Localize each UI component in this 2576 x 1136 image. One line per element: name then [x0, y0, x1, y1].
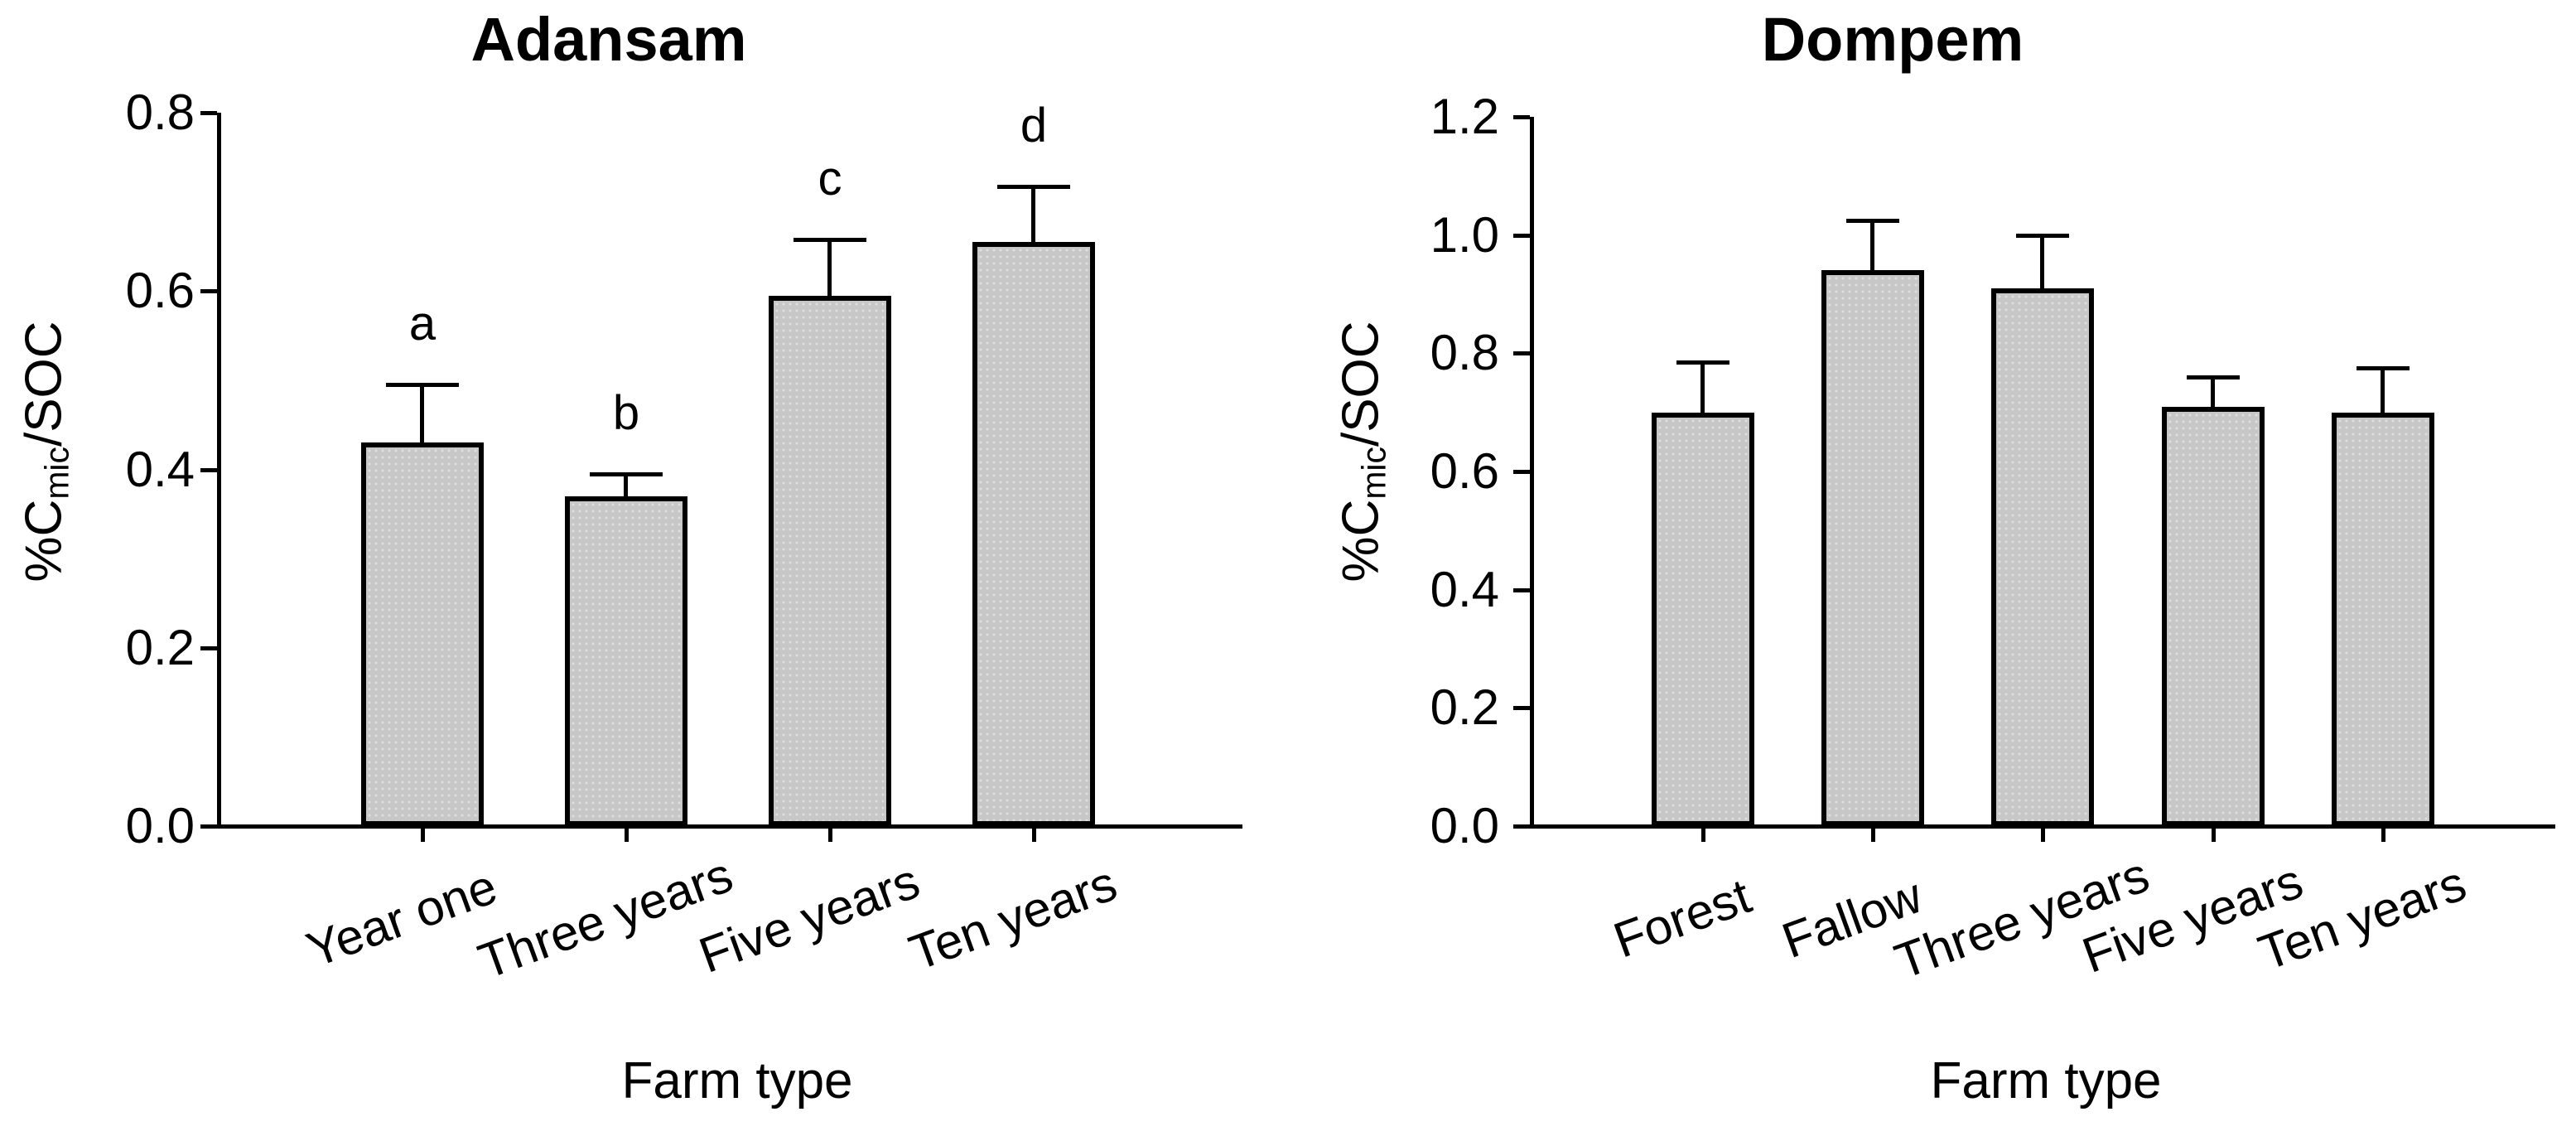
bar-three-years — [565, 495, 687, 826]
significance-letter: d — [1020, 99, 1048, 153]
y-tick-mark — [1513, 706, 1530, 711]
y-tick-label: 0.6 — [125, 263, 195, 319]
x-tick-label: Ten years — [902, 855, 1124, 981]
y-axis-line — [217, 113, 221, 826]
y-tick-label: 0.6 — [1430, 443, 1499, 499]
significance-letter: b — [612, 385, 640, 440]
y-tick-mark — [1513, 233, 1530, 238]
x-tick-mark — [828, 829, 832, 842]
y-tick-mark — [1513, 587, 1530, 592]
bar-five-years — [2162, 406, 2265, 826]
x-axis-title-adansam: Farm type — [621, 1052, 853, 1109]
error-bar-cap — [590, 471, 663, 476]
error-bar-cap — [2016, 233, 2069, 238]
bar-three-years — [1991, 288, 2094, 826]
bar-five-years — [769, 295, 891, 826]
y-tick-mark — [200, 111, 217, 115]
x-tick-mark — [1032, 829, 1036, 842]
y-tick-mark — [1513, 351, 1530, 356]
y-tick-label: 0.4 — [125, 441, 195, 497]
error-bar-stem — [827, 239, 832, 299]
bar-year-one — [361, 442, 484, 826]
bar-ten-years — [972, 242, 1095, 826]
x-tick-mark — [2381, 829, 2385, 842]
y-tick-label: 0.2 — [1430, 679, 1499, 736]
y-axis-line — [1530, 117, 1534, 826]
y-tick-mark — [1513, 470, 1530, 474]
error-bar-cap — [997, 185, 1070, 190]
y-tick-mark — [1513, 115, 1530, 119]
error-bar-stem — [2040, 234, 2044, 292]
y-tick-label: 0.0 — [125, 798, 195, 853]
significance-letter: a — [408, 297, 437, 351]
y-tick-label: 0.8 — [125, 85, 195, 140]
y-tick-mark — [200, 645, 217, 650]
y-tick-label: 0.2 — [125, 619, 195, 675]
x-tick-label: Three years — [471, 846, 740, 990]
y-tick-label: 0.8 — [1430, 325, 1499, 381]
significance-letter: c — [818, 151, 842, 205]
x-tick-mark — [625, 829, 629, 842]
y-label-suffix: /SOC — [15, 321, 73, 447]
x-axis-title-dompem: Farm type — [1930, 1052, 2162, 1109]
x-tick-mark — [1701, 829, 1705, 842]
y-tick-label: 0.0 — [1430, 798, 1499, 853]
y-tick-label: 1.2 — [1430, 89, 1499, 144]
bar-forest — [1652, 412, 1754, 826]
error-bar-stem — [624, 473, 628, 500]
x-axis-line — [217, 824, 1242, 829]
error-bar-cap — [2187, 375, 2240, 379]
error-bar-cap — [1846, 218, 1899, 223]
x-tick-label: Forest — [1606, 868, 1758, 969]
error-bar-stem — [2381, 368, 2385, 416]
y-tick-mark — [200, 289, 217, 294]
x-tick-mark — [1871, 829, 1875, 842]
error-bar-cap — [386, 383, 459, 388]
x-axis-line — [1530, 824, 2555, 829]
error-bar-stem — [1700, 362, 1705, 416]
y-tick-mark — [1513, 824, 1530, 829]
error-bar-stem — [2211, 376, 2215, 410]
y-tick-label: 0.4 — [1430, 561, 1499, 617]
error-bar-stem — [1870, 220, 1874, 274]
x-tick-mark — [2041, 829, 2045, 842]
error-bar-cap — [794, 237, 866, 242]
y-label-prefix: %C — [15, 499, 73, 583]
bar-fallow — [1821, 270, 1924, 826]
error-bar-cap — [2357, 366, 2410, 371]
bar-ten-years — [2332, 412, 2434, 826]
error-bar-cap — [1676, 360, 1729, 365]
x-tick-label: Year one — [299, 858, 504, 979]
y-tick-mark — [200, 467, 217, 472]
chart-title-adansam: Adansam — [470, 5, 747, 74]
error-bar-stem — [420, 384, 424, 447]
y-tick-mark — [200, 824, 217, 829]
chart-title-dompem: Dompem — [1761, 5, 2024, 74]
x-tick-mark — [421, 829, 425, 842]
y-tick-label: 1.0 — [1430, 206, 1499, 263]
error-bar-stem — [1031, 186, 1035, 246]
x-tick-mark — [2212, 829, 2216, 842]
